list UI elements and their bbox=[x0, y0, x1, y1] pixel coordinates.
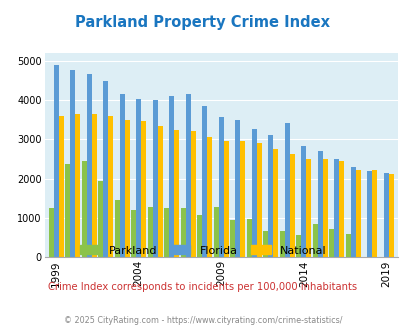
Bar bbox=[263, 231, 268, 257]
Bar bbox=[108, 116, 113, 257]
Bar bbox=[367, 171, 371, 257]
Bar bbox=[115, 200, 119, 257]
Bar bbox=[98, 181, 103, 257]
Bar bbox=[350, 167, 355, 257]
Bar bbox=[246, 219, 251, 257]
Bar bbox=[190, 131, 195, 257]
Bar bbox=[289, 154, 294, 257]
Bar bbox=[345, 234, 350, 257]
Bar bbox=[328, 229, 333, 257]
Bar bbox=[383, 173, 388, 257]
Bar bbox=[75, 114, 80, 257]
Bar bbox=[305, 159, 311, 257]
Bar bbox=[197, 215, 202, 257]
Bar bbox=[251, 129, 256, 257]
Bar bbox=[185, 94, 190, 257]
Bar bbox=[339, 161, 343, 257]
Bar bbox=[49, 208, 53, 257]
Bar bbox=[284, 123, 289, 257]
Bar bbox=[240, 141, 245, 257]
Bar bbox=[141, 121, 146, 257]
Bar bbox=[317, 151, 322, 257]
Bar bbox=[333, 159, 339, 257]
Bar bbox=[279, 231, 284, 257]
Bar bbox=[235, 120, 240, 257]
Text: © 2025 CityRating.com - https://www.cityrating.com/crime-statistics/: © 2025 CityRating.com - https://www.city… bbox=[64, 316, 341, 325]
Bar bbox=[202, 106, 207, 257]
Bar bbox=[157, 126, 162, 257]
Legend: Parkland, Florida, National: Parkland, Florida, National bbox=[75, 241, 330, 260]
Bar bbox=[164, 208, 169, 257]
Bar bbox=[124, 120, 129, 257]
Bar bbox=[81, 161, 87, 257]
Bar bbox=[256, 143, 261, 257]
Bar bbox=[65, 164, 70, 257]
Text: Crime Index corresponds to incidents per 100,000 inhabitants: Crime Index corresponds to incidents per… bbox=[48, 282, 357, 292]
Bar bbox=[70, 70, 75, 257]
Bar bbox=[213, 207, 218, 257]
Bar bbox=[223, 141, 228, 257]
Bar bbox=[53, 65, 59, 257]
Bar bbox=[87, 74, 92, 257]
Bar bbox=[136, 99, 141, 257]
Bar bbox=[92, 114, 96, 257]
Bar bbox=[174, 130, 179, 257]
Bar bbox=[371, 170, 376, 257]
Bar bbox=[207, 137, 212, 257]
Bar bbox=[147, 208, 152, 257]
Bar bbox=[218, 117, 223, 257]
Bar bbox=[268, 135, 273, 257]
Bar bbox=[355, 170, 360, 257]
Bar bbox=[296, 235, 301, 257]
Bar bbox=[322, 159, 327, 257]
Bar bbox=[152, 100, 157, 257]
Bar bbox=[312, 224, 317, 257]
Bar bbox=[180, 208, 185, 257]
Bar bbox=[131, 210, 136, 257]
Bar bbox=[230, 220, 235, 257]
Bar bbox=[59, 116, 64, 257]
Text: Parkland Property Crime Index: Parkland Property Crime Index bbox=[75, 15, 330, 30]
Bar bbox=[119, 94, 124, 257]
Bar bbox=[169, 96, 174, 257]
Bar bbox=[103, 81, 108, 257]
Bar bbox=[273, 149, 277, 257]
Bar bbox=[301, 147, 305, 257]
Bar bbox=[388, 174, 393, 257]
